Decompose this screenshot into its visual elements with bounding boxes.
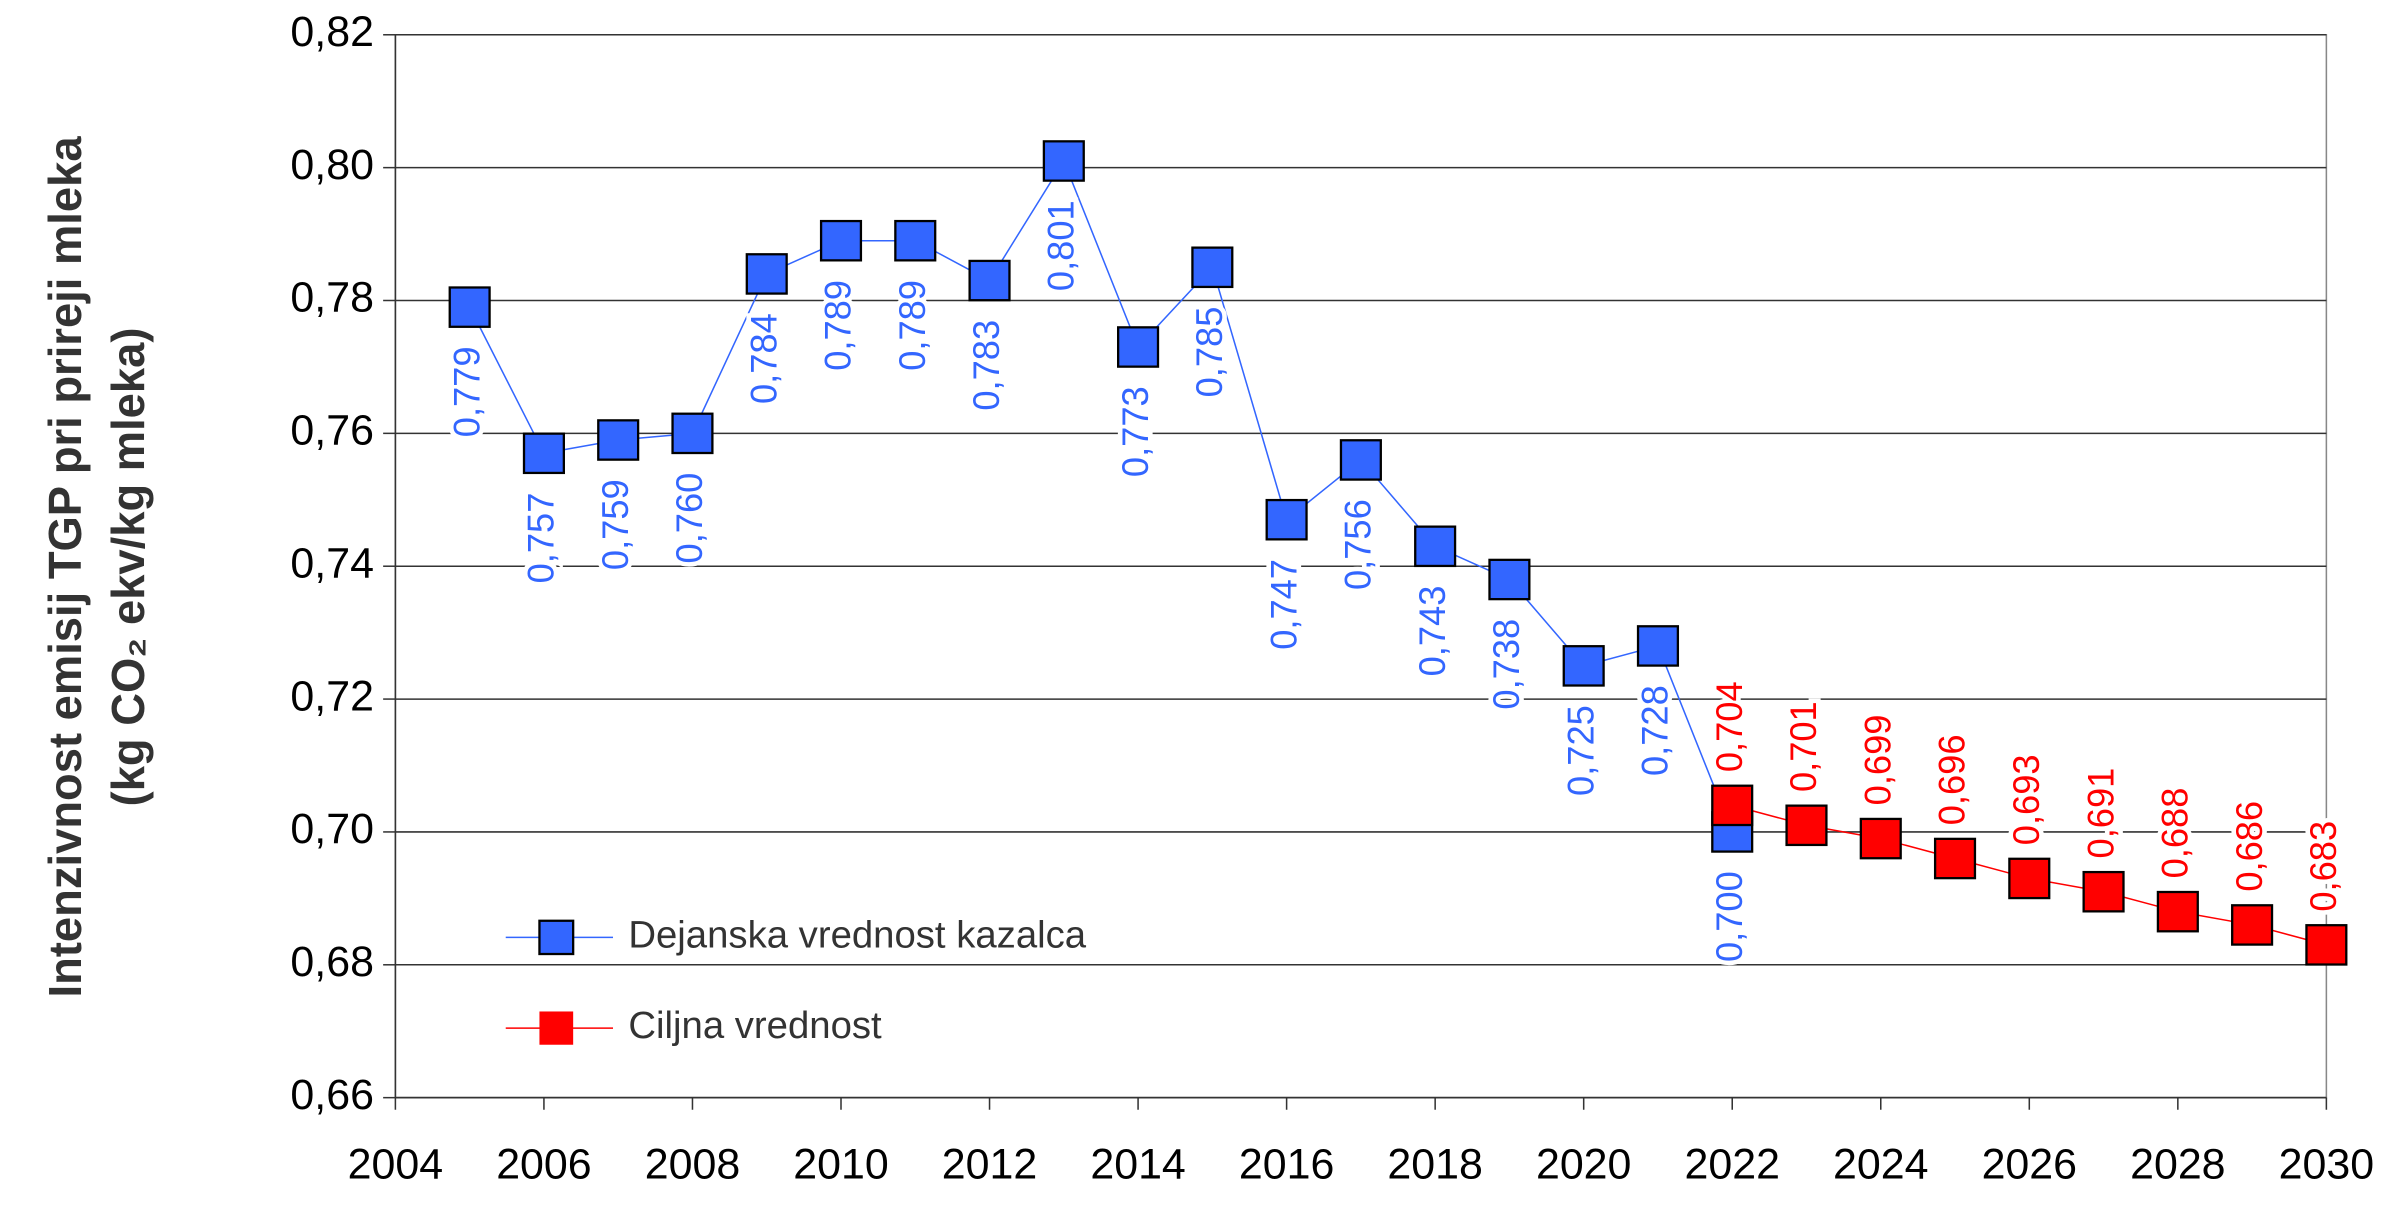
marker xyxy=(1339,439,1382,481)
marker xyxy=(2082,870,2125,913)
x-tick-label: 2006 xyxy=(496,1141,591,1189)
legend-label: Dejanska vrednost kazalca xyxy=(628,915,1087,957)
marker xyxy=(1933,837,1977,880)
marker xyxy=(2231,904,2274,946)
y-tick-label: 0,76 xyxy=(290,407,373,455)
marker xyxy=(597,419,640,461)
marker xyxy=(1117,326,1160,368)
marker xyxy=(522,432,566,475)
x-tick-label: 2030 xyxy=(2279,1141,2374,1189)
marker xyxy=(1711,784,1754,827)
data-label: 0,743 xyxy=(1412,586,1453,677)
marker xyxy=(671,412,714,455)
marker xyxy=(1562,645,1605,687)
data-label: 0,757 xyxy=(520,493,561,584)
y-label-line: Intenzivnost emisij TGP pri prireji mlek… xyxy=(40,136,91,998)
data-label: 0,738 xyxy=(1486,619,1527,710)
data-label: 0,747 xyxy=(1263,559,1304,650)
data-label: 0,760 xyxy=(669,473,710,564)
data-label: 0,691 xyxy=(2080,768,2121,859)
data-label: 0,700 xyxy=(1709,871,1750,962)
data-label: 0,696 xyxy=(1932,734,1973,825)
data-label: 0,701 xyxy=(1783,701,1824,792)
data-label: 0,699 xyxy=(1857,715,1898,806)
x-tick-label: 2010 xyxy=(793,1141,888,1189)
data-label: 0,789 xyxy=(818,280,859,371)
marker xyxy=(745,253,788,295)
data-label: 0,785 xyxy=(1189,307,1230,398)
marker xyxy=(819,219,863,262)
y-label-line: (kg CO₂ ekv/kg mleka) xyxy=(103,328,154,807)
data-label: 0,704 xyxy=(1709,681,1750,772)
data-label: 0,801 xyxy=(1040,200,1081,291)
marker xyxy=(1414,525,1457,568)
x-tick-label: 2016 xyxy=(1239,1141,1334,1189)
data-label: 0,784 xyxy=(743,313,784,404)
y-tick-label: 0,74 xyxy=(290,540,373,588)
data-label: 0,759 xyxy=(595,479,636,570)
data-label: 0,779 xyxy=(446,346,487,437)
y-tick-label: 0,72 xyxy=(290,673,373,721)
x-tick-label: 2012 xyxy=(942,1141,1037,1189)
data-label: 0,756 xyxy=(1337,499,1378,590)
y-tick-label: 0,66 xyxy=(290,1071,373,1119)
data-label: 0,686 xyxy=(2229,801,2270,892)
y-tick-label: 0,70 xyxy=(290,805,373,853)
x-tick-label: 2024 xyxy=(1833,1141,1928,1189)
data-label: 0,773 xyxy=(1115,386,1156,477)
data-label: 0,693 xyxy=(2006,754,2047,845)
x-tick-label: 2022 xyxy=(1685,1141,1780,1189)
data-label: 0,683 xyxy=(2303,821,2344,912)
marker xyxy=(1859,817,1902,860)
data-label: 0,783 xyxy=(966,320,1007,411)
marker xyxy=(1636,625,1680,667)
data-label: 0,728 xyxy=(1634,685,1675,776)
data-label: 0,688 xyxy=(2154,788,2195,879)
marker xyxy=(2008,857,2051,900)
x-tick-label: 2020 xyxy=(1536,1141,1631,1189)
marker xyxy=(1191,246,1234,289)
data-label: 0,789 xyxy=(892,280,933,371)
marker xyxy=(448,286,491,328)
x-tick-label: 2014 xyxy=(1090,1141,1185,1189)
x-tick-label: 2028 xyxy=(2130,1141,2225,1189)
y-axis-title: Intenzivnost emisij TGP pri prireji mlek… xyxy=(40,136,154,998)
marker xyxy=(2156,890,2199,933)
marker xyxy=(968,259,1011,302)
marker xyxy=(1042,140,1085,182)
y-tick-label: 0,78 xyxy=(290,274,373,322)
x-tick-label: 2004 xyxy=(348,1141,443,1189)
y-tick-label: 0,80 xyxy=(290,141,373,189)
series-line xyxy=(468,159,1733,833)
legend-marker xyxy=(538,919,575,956)
y-tick-label: 0,68 xyxy=(290,938,373,986)
legend-marker xyxy=(539,1011,574,1045)
marker xyxy=(894,219,937,262)
x-tick-label: 2026 xyxy=(1982,1141,2077,1189)
marker xyxy=(2305,924,2348,966)
data-label: 0,725 xyxy=(1560,705,1601,796)
x-tick-label: 2018 xyxy=(1387,1141,1482,1189)
marker xyxy=(1785,804,1828,847)
marker xyxy=(1265,498,1308,541)
y-tick-label: 0,82 xyxy=(290,8,373,56)
legend-label: Ciljna vrednost xyxy=(628,1005,882,1047)
marker xyxy=(1488,558,1531,601)
x-tick-label: 2008 xyxy=(645,1141,740,1189)
